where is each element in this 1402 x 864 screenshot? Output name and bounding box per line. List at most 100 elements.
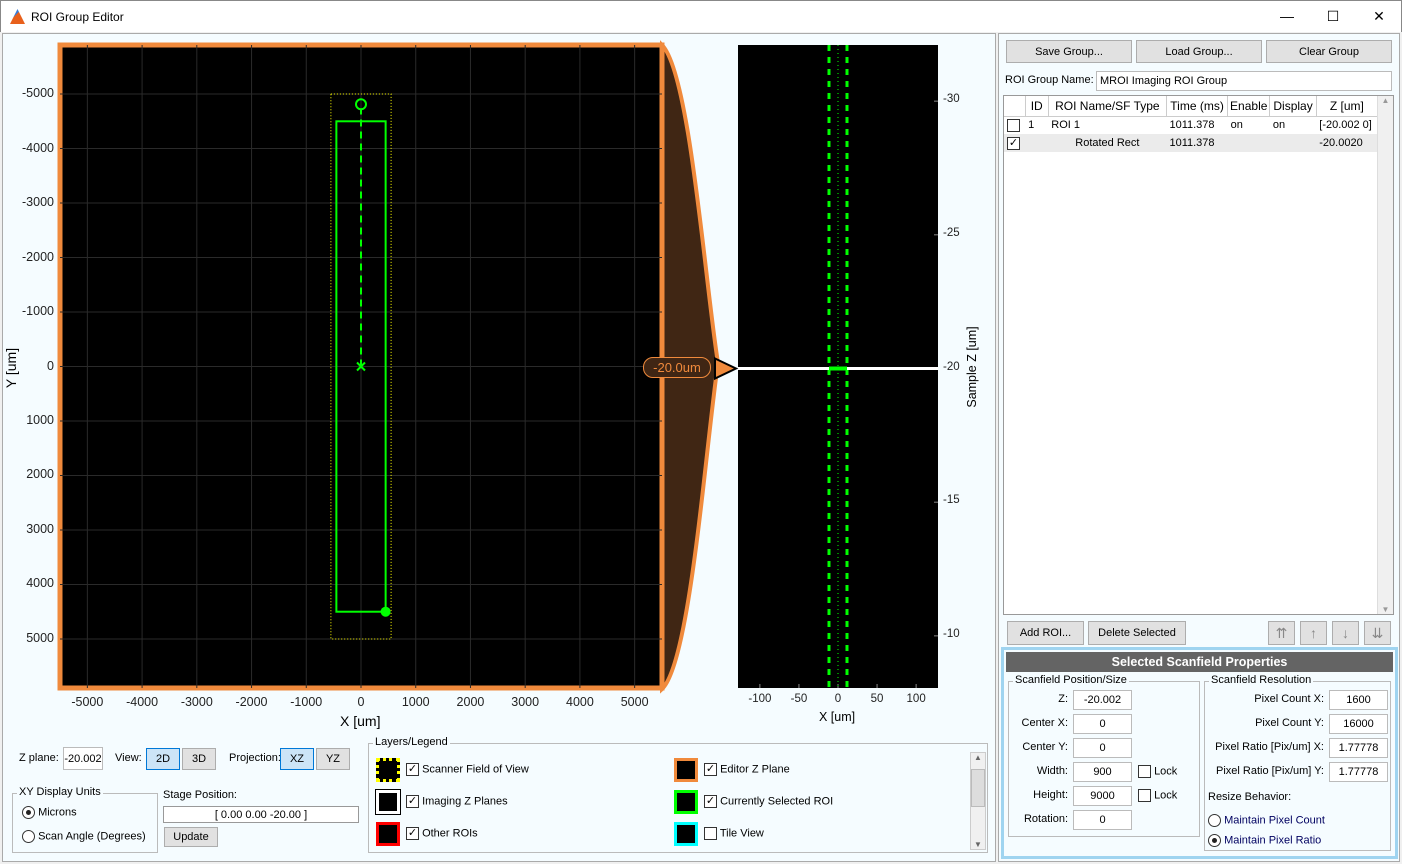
legend-checkbox-scanner-field-of-view[interactable]: ✓ Scanner Field of View — [406, 763, 529, 776]
side-x-tick-label: -100 — [748, 693, 772, 705]
field-pcy[interactable]: 16000 — [1329, 714, 1388, 734]
resize-handle — [380, 606, 391, 617]
move-top-button[interactable]: ⇈ — [1268, 621, 1295, 645]
x-tick-label: 3000 — [511, 695, 540, 709]
save-group-button[interactable]: Save Group... — [1006, 40, 1132, 63]
column-header[interactable]: Z [um] — [1316, 96, 1379, 117]
position-size-title: Scanfield Position/Size — [1013, 674, 1129, 686]
label-rot: Rotation: — [1023, 813, 1068, 825]
cell-name: ROI 1 — [1051, 119, 1081, 132]
label-prx: Pixel Ratio [Pix/um] X: — [1215, 741, 1324, 753]
column-header[interactable]: ID — [1025, 96, 1049, 117]
legend-scrollbar[interactable]: ▲ ▼ — [970, 752, 986, 850]
y-tick-label: -5000 — [22, 86, 54, 101]
stage-position-label: Stage Position: — [163, 789, 237, 801]
label-pcx: Pixel Count X: — [1254, 693, 1324, 705]
delete-selected-button[interactable]: Delete Selected — [1088, 621, 1186, 645]
resolution-group: Scanfield Resolution — [1204, 674, 1391, 851]
field-h[interactable]: 9000 — [1073, 786, 1132, 806]
label-pry: Pixel Ratio [Pix/um] Y: — [1215, 765, 1324, 777]
column-header[interactable]: Time (ms) — [1166, 96, 1229, 117]
y-tick-label: 5000 — [26, 630, 54, 645]
radio-maintain-pixel-count[interactable]: Maintain Pixel Count — [1208, 814, 1325, 827]
move-bottom-button[interactable]: ⇊ — [1364, 621, 1391, 645]
main-plot-svg[interactable] — [0, 33, 996, 733]
xz-axes — [738, 45, 938, 688]
legend-checkbox-currently-selected-roi[interactable]: ✓ Currently Selected ROI — [704, 795, 834, 808]
load-group-button[interactable]: Load Group... — [1136, 40, 1262, 63]
table-row[interactable]: 1 ROI 1 1011.378 on on [-20.002 0] — [1004, 116, 1378, 134]
y-tick-label: -1000 — [22, 304, 54, 318]
table-scrollbar[interactable]: ▲ ▼ — [1377, 96, 1393, 614]
field-pcx[interactable]: 1600 — [1329, 690, 1388, 710]
projection-yz-button[interactable]: YZ — [316, 748, 350, 770]
position-size-group: Scanfield Position/Size — [1008, 674, 1200, 837]
height-lock-checkbox[interactable]: Lock — [1138, 789, 1177, 802]
legend-swatch-icon — [674, 822, 698, 846]
minimize-button[interactable]: — — [1280, 8, 1294, 24]
group-name-input[interactable]: MROI Imaging ROI Group — [1096, 71, 1392, 91]
cell-display: on — [1272, 119, 1286, 132]
close-button[interactable]: ✕ — [1373, 8, 1385, 24]
zplane-input[interactable]: -20.002 — [63, 747, 103, 770]
cell-enable: on — [1230, 119, 1243, 132]
move-down-button[interactable]: ↓ — [1332, 621, 1359, 645]
field-rot[interactable]: 0 — [1073, 810, 1132, 830]
roi-table[interactable]: ID ROI Name/SF Type Time (ms) Enable Display… — [1003, 95, 1394, 615]
update-button[interactable]: Update — [164, 827, 218, 847]
field-z[interactable]: -20.002 — [1073, 690, 1132, 710]
field-cy[interactable]: 0 — [1073, 738, 1132, 758]
side-x-tick-label: 0 — [834, 693, 842, 705]
y-tick-label: -2000 — [22, 249, 54, 264]
view-3d-button[interactable]: 3D — [182, 748, 216, 770]
field-pry[interactable]: 1.77778 — [1329, 762, 1388, 782]
radio-microns[interactable]: Microns — [22, 806, 77, 819]
add-roi-button[interactable]: Add ROI... — [1007, 621, 1084, 645]
view-2d-button[interactable]: 2D — [146, 748, 180, 770]
z-plane-pointer — [714, 356, 739, 381]
legend-swatch-icon — [674, 790, 698, 814]
field-cx[interactable]: 0 — [1073, 714, 1132, 734]
column-header[interactable]: ROI Name/SF Type — [1048, 96, 1167, 117]
z-plane-label[interactable]: -20.0um — [643, 357, 711, 378]
radio-scan-angle[interactable]: Scan Angle (Degrees) — [22, 830, 146, 843]
legend-checkbox-imaging-z-planes[interactable]: ✓ Imaging Z Planes — [406, 795, 508, 808]
column-header[interactable]: Enable — [1227, 96, 1271, 117]
side-x-tick-label: 50 — [870, 693, 884, 705]
cell-id: 1 — [1028, 119, 1035, 132]
x-tick-label: 0 — [357, 695, 365, 709]
field-prx[interactable]: 1.77778 — [1329, 738, 1388, 758]
field-w[interactable]: 900 — [1073, 762, 1132, 782]
legend-checkbox-editor-z-plane[interactable]: ✓ Editor Z Plane — [704, 763, 790, 776]
label-w: Width: — [1036, 765, 1068, 777]
cell-display — [1270, 134, 1316, 152]
y-tick-label: -4000 — [22, 140, 54, 155]
move-up-button[interactable]: ↑ — [1300, 621, 1327, 645]
side-y-tick-label: -10 — [943, 627, 960, 640]
roi-center-marker — [356, 361, 366, 372]
x-tick-label: -1000 — [290, 695, 323, 709]
legend-swatch-icon — [375, 789, 401, 815]
clear-group-button[interactable]: Clear Group — [1266, 40, 1392, 63]
column-header[interactable] — [1004, 96, 1026, 117]
y-tick-label: 3000 — [26, 521, 54, 536]
width-lock-checkbox[interactable]: Lock — [1138, 765, 1177, 778]
table-row[interactable]: ✓ Rotated Rect 1011.378 -20.0020 — [1004, 134, 1378, 152]
row-checkbox[interactable] — [1004, 116, 1025, 134]
radio-maintain-pixel-ratio[interactable]: Maintain Pixel Ratio — [1208, 834, 1321, 847]
label-pcy: Pixel Count Y: — [1255, 717, 1324, 729]
side-y-tick-label: -30 — [943, 93, 960, 106]
window-title: ROI Group Editor — [31, 10, 124, 24]
matlab-icon — [10, 9, 25, 24]
xy-units-group: XY Display Units Microns Scan Angle (Deg… — [12, 786, 158, 853]
zplane-label: Z plane: — [19, 752, 59, 764]
legend-checkbox-tile-view[interactable]: Tile View — [704, 827, 764, 840]
projection-xz-button[interactable]: XZ — [280, 748, 314, 770]
row-checkbox[interactable]: ✓ — [1007, 136, 1020, 150]
column-header[interactable]: Display — [1269, 96, 1317, 117]
view-label: View: — [115, 752, 142, 764]
legend-checkbox-other-rois[interactable]: ✓ Other ROIs — [406, 827, 478, 840]
cell-z: [-20.002 0] — [1319, 119, 1372, 132]
maximize-button[interactable]: ☐ — [1326, 8, 1340, 24]
x-tick-label: -3000 — [180, 695, 213, 709]
